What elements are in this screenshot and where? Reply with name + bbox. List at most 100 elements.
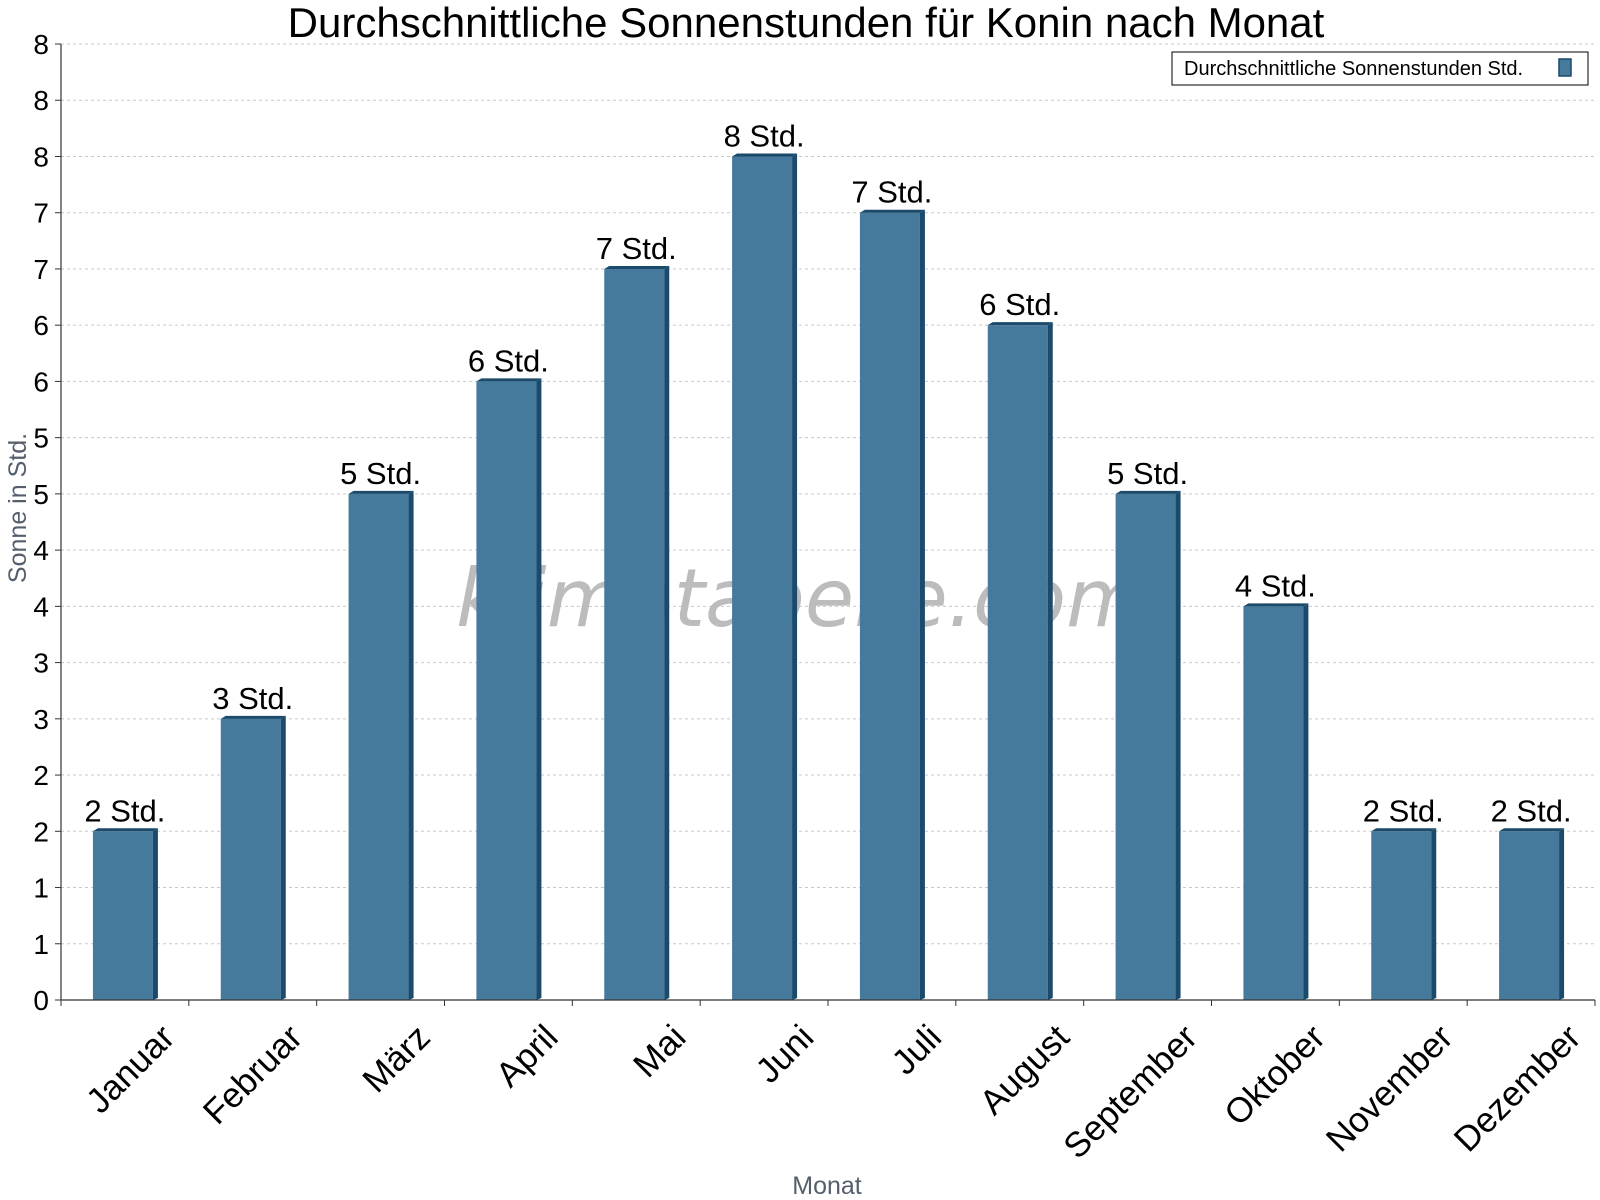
- y-tick-label: 4: [33, 535, 49, 566]
- y-tick-label: 3: [33, 648, 49, 679]
- bar: [987, 322, 1053, 1000]
- data-label: 4 Std.: [1235, 568, 1316, 603]
- bar-face: [1115, 493, 1176, 1000]
- bar-face: [1499, 831, 1560, 1000]
- bar-top: [1499, 828, 1565, 832]
- data-label: 3 Std.: [212, 681, 293, 716]
- x-ticks: Januar Februar März April Mai Juni Juli AugustS…: [60, 1000, 1596, 1166]
- bar-side: [1559, 828, 1565, 1000]
- bar: [92, 828, 158, 1000]
- x-tick-label: Februar: [196, 1017, 310, 1131]
- x-tick-label: Juli: [884, 1018, 949, 1083]
- x-tick-label: September: [1056, 1017, 1205, 1166]
- bar-side: [1175, 490, 1181, 1000]
- bar-face: [604, 268, 665, 1000]
- bar-face: [92, 831, 153, 1000]
- x-tick-label: Mai: [626, 1018, 693, 1085]
- bar-face: [987, 325, 1048, 1000]
- y-tick-label: 6: [33, 310, 49, 341]
- axes: [60, 44, 1595, 1001]
- bar: [732, 153, 798, 1000]
- bar-face: [1243, 606, 1304, 1000]
- data-label: 2 Std.: [1491, 793, 1572, 828]
- y-tick-label: 5: [33, 423, 49, 454]
- bar: [348, 490, 414, 1000]
- data-label: 2 Std.: [84, 793, 165, 828]
- bar: [604, 265, 670, 1000]
- bar-side: [408, 490, 414, 1000]
- legend: Durchschnittliche Sonnenstunden Std.: [1171, 51, 1589, 86]
- data-label: 7 Std.: [851, 175, 932, 210]
- y-tick-label: 3: [33, 704, 49, 735]
- x-tick-label: Januar: [79, 1017, 182, 1120]
- y-tick-label: 2: [33, 816, 49, 847]
- x-tick-label: Oktober: [1217, 1017, 1333, 1133]
- data-label: 6 Std.: [468, 343, 549, 378]
- bar: [1115, 490, 1181, 1000]
- legend-box: [1171, 51, 1589, 86]
- data-label: 2 Std.: [1363, 793, 1444, 828]
- legend-label: Durchschnittliche Sonnenstunden Std.: [1184, 58, 1523, 80]
- bar-face: [732, 156, 793, 1000]
- bar-face: [1371, 831, 1432, 1000]
- y-axis-label: Sonne in Std.: [4, 433, 32, 583]
- y-tick-label: 0: [33, 985, 49, 1016]
- y-tick-label: 6: [33, 366, 49, 397]
- y-tick-label: 4: [33, 591, 49, 622]
- y-tick-label: 2: [33, 760, 49, 791]
- bars: [92, 153, 1565, 1001]
- bar: [220, 715, 286, 1000]
- bar: [476, 378, 542, 1001]
- y-ticks: 0 1 1 2 2 3 3 4 4 5 5 6 6 7 7 8 8 8: [33, 29, 61, 1016]
- legend-swatch: [1558, 58, 1572, 77]
- y-tick-label: 8: [33, 85, 49, 116]
- bar-face: [859, 212, 920, 1001]
- bar-top: [1371, 828, 1437, 832]
- bar-top: [348, 490, 414, 494]
- bar-top: [220, 715, 286, 719]
- y-tick-label: 1: [33, 873, 49, 904]
- bar: [859, 209, 925, 1001]
- y-tick-label: 7: [33, 198, 49, 229]
- x-axis-label: Monat: [792, 1172, 862, 1200]
- bar-side: [536, 378, 542, 1001]
- bar-side: [280, 715, 286, 1000]
- bar-side: [152, 828, 158, 1000]
- bar-top: [1243, 603, 1309, 607]
- bar-top: [1115, 490, 1181, 494]
- bar-side: [1047, 322, 1053, 1000]
- chart-title: Durchschnittliche Sonnenstunden für Koni…: [288, 0, 1325, 46]
- bar-side: [919, 209, 925, 1001]
- bar-side: [664, 265, 670, 1000]
- bar-top: [859, 209, 925, 213]
- bar: [1371, 828, 1437, 1000]
- data-label: 5 Std.: [340, 456, 421, 491]
- y-tick-label: 8: [33, 141, 49, 172]
- grid-lines: [61, 43, 1595, 945]
- data-label: 7 Std.: [596, 231, 677, 266]
- y-tick-label: 7: [33, 254, 49, 285]
- bar-top: [476, 378, 542, 382]
- y-tick-label: 8: [33, 29, 49, 60]
- y-tick-label: 1: [33, 929, 49, 960]
- bar-top: [732, 153, 798, 157]
- data-labels: 2 Std. 3 Std. 5 Std. 6 Std. 7 Std. 8 Std. 7 St…: [84, 118, 1571, 828]
- y-tick-label: 5: [33, 479, 49, 510]
- x-tick-label: August: [972, 1017, 1077, 1122]
- bar-face: [476, 381, 537, 1001]
- x-tick-label: April: [489, 1018, 566, 1095]
- x-tick-label: Juni: [748, 1018, 821, 1091]
- data-label: 8 Std.: [724, 118, 805, 153]
- bar: [1499, 828, 1565, 1000]
- data-label: 5 Std.: [1107, 456, 1188, 491]
- bar-top: [987, 322, 1053, 326]
- bar-face: [348, 493, 409, 1000]
- bar-side: [792, 153, 798, 1000]
- bar-top: [92, 828, 158, 832]
- x-tick-label: März: [355, 1018, 438, 1101]
- bar-top: [604, 265, 670, 269]
- bar-side: [1303, 603, 1309, 1000]
- x-tick-label: Dezember: [1447, 1017, 1589, 1159]
- data-label: 6 Std.: [979, 287, 1060, 322]
